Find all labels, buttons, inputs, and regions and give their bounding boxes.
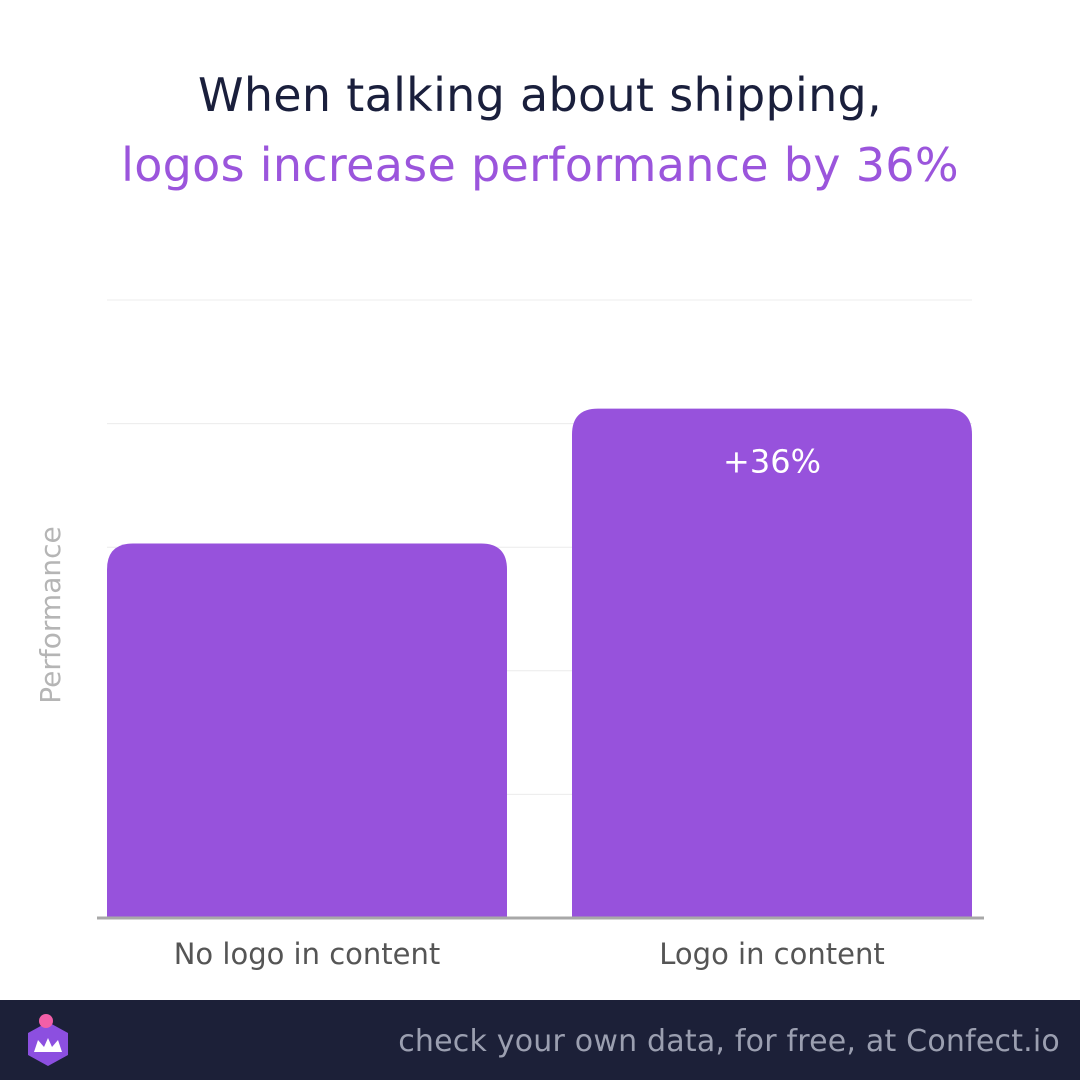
chart-title-line1: When talking about shipping, [198, 68, 882, 122]
chart-title-line2: logos increase performance by 36% [121, 138, 959, 192]
confect-crown-logo-icon[interactable] [20, 1012, 76, 1072]
labels: No logo in content Logo in content +36% [174, 443, 885, 971]
bars [107, 408, 972, 918]
bar-2 [572, 408, 972, 918]
footer-bar: check your own data, for free, at Confec… [0, 1000, 1080, 1080]
bar-1 [107, 543, 507, 918]
footer-cta-text[interactable]: check your own data, for free, at Confec… [398, 1024, 1060, 1059]
x-tick-label: Logo in content [659, 937, 884, 971]
chart-title: When talking about shipping, logos incre… [0, 60, 1080, 200]
x-tick-label: No logo in content [174, 937, 441, 971]
data-label: +36% [723, 443, 821, 481]
bar-chart: No logo in content Logo in content +36% Pe… [34, 299, 984, 971]
y-axis-label: Performance [34, 526, 67, 703]
